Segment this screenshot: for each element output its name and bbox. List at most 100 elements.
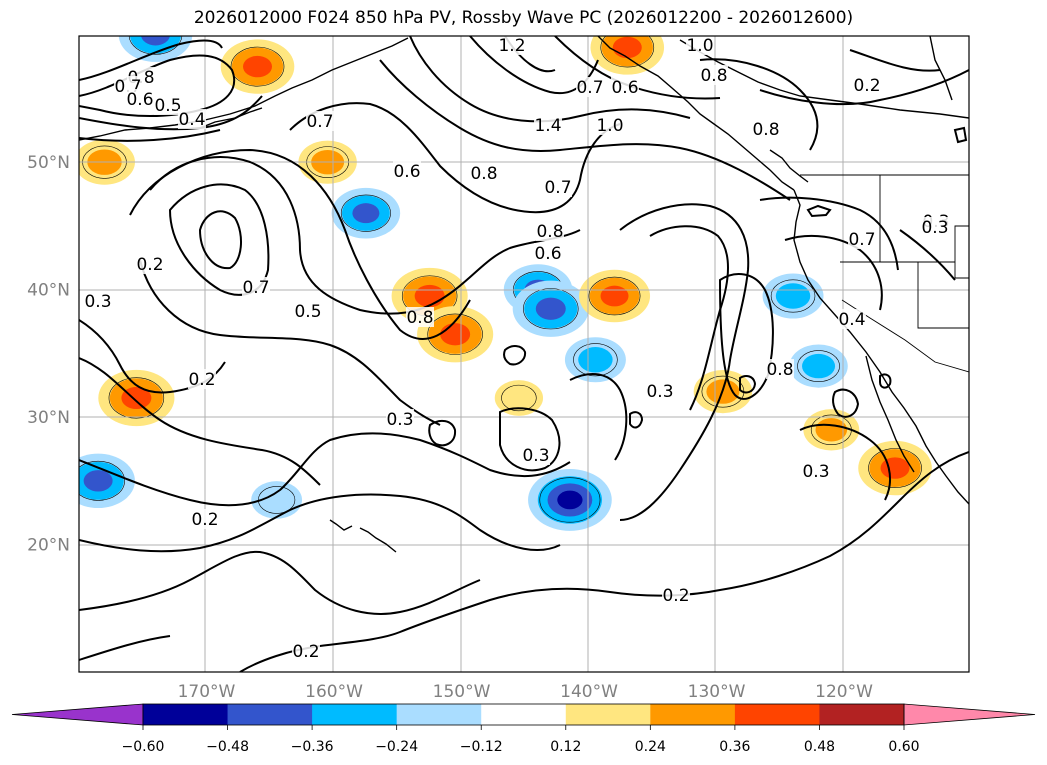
contour-label: 0.3 bbox=[522, 446, 549, 466]
colorbar-bin bbox=[227, 704, 313, 725]
colorbar-tick-label: −0.24 bbox=[375, 739, 418, 755]
colorbar-bin bbox=[481, 704, 567, 725]
contour-label: 0.7 bbox=[544, 178, 571, 198]
colorbar-bin bbox=[143, 704, 229, 725]
anomaly-outline bbox=[427, 313, 483, 355]
contour-label: 0.8 bbox=[470, 164, 497, 184]
anomaly-blob bbox=[512, 280, 589, 337]
anomaly-outline bbox=[797, 350, 840, 382]
contour-label: 0.8 bbox=[700, 66, 727, 86]
contour-label-bg bbox=[522, 445, 550, 465]
colorbar-tick-label: −0.48 bbox=[206, 739, 249, 755]
anomaly-band bbox=[815, 418, 848, 442]
contour-label: 0.8 bbox=[766, 360, 793, 380]
contour-label: 0.6 bbox=[611, 78, 638, 98]
colorbar-tick-label: −0.12 bbox=[460, 739, 503, 755]
colorbar-tick-label: −0.60 bbox=[122, 739, 165, 755]
latitude-ticks: 50°N 40°N 30°N 20°N bbox=[27, 153, 70, 555]
map-title: 2026012000 F024 850 hPa PV, Rossby Wave … bbox=[193, 8, 854, 28]
anomaly-outline bbox=[588, 276, 641, 316]
contour-label-bg bbox=[84, 291, 112, 311]
contour-label: 0.6 bbox=[126, 90, 153, 110]
contour-label: 0.7 bbox=[576, 78, 603, 98]
contour-label: 0.8 bbox=[752, 120, 779, 140]
contour-label-bg bbox=[534, 115, 562, 135]
colorbar-bin bbox=[396, 704, 482, 725]
contour-label-bg bbox=[611, 77, 639, 97]
contour-label-bg bbox=[686, 36, 714, 55]
contour-label-bg bbox=[662, 585, 690, 605]
contour-label-bg bbox=[136, 254, 164, 274]
anomaly-outline bbox=[128, 36, 183, 55]
contour-label: 0.8 bbox=[406, 308, 433, 328]
contour-label: 0.7 bbox=[306, 112, 333, 132]
contour-label-bg bbox=[191, 509, 219, 529]
contour-label-bg bbox=[470, 163, 498, 183]
lat-tick-label: 30°N bbox=[27, 408, 70, 428]
colorbar-tick-label: 0.36 bbox=[719, 739, 750, 755]
anomaly-blob bbox=[578, 269, 651, 323]
anomaly-outline bbox=[523, 288, 579, 330]
anomaly-band bbox=[121, 386, 152, 410]
anomaly-blob bbox=[858, 440, 932, 496]
contour-label: 1.0 bbox=[686, 36, 713, 56]
contour-label-bg bbox=[766, 359, 794, 379]
anomaly-blob bbox=[564, 337, 626, 383]
contour-label: 0.6 bbox=[393, 162, 420, 182]
anomaly-band bbox=[83, 470, 113, 492]
contour-label-bg bbox=[242, 277, 270, 297]
lon-tick-label: 170°W bbox=[178, 682, 236, 702]
contour-label-bg bbox=[752, 119, 780, 139]
colorbar-bin bbox=[312, 704, 398, 725]
anomaly-band bbox=[440, 323, 471, 346]
anomaly-outline bbox=[600, 36, 655, 68]
contour-labels: 0.80.70.60.50.40.70.60.81.21.41.00.70.61… bbox=[84, 36, 950, 662]
anomaly-outline bbox=[108, 377, 165, 419]
contour-label: 0.8 bbox=[536, 222, 563, 242]
lat-tick-label: 50°N bbox=[27, 153, 70, 173]
anomaly-band bbox=[775, 283, 811, 309]
contour-label: 0.2 bbox=[853, 76, 880, 96]
grid-lines bbox=[79, 36, 969, 672]
contour-label: 0.2 bbox=[292, 642, 319, 662]
contour-label: 0.3 bbox=[802, 462, 829, 482]
colorbar-bin bbox=[734, 704, 820, 725]
lat-tick-label: 20°N bbox=[27, 536, 70, 556]
anomaly-outline bbox=[230, 46, 285, 87]
contour-label: 0.5 bbox=[294, 302, 321, 322]
anomaly-band bbox=[612, 36, 642, 59]
lat-tick-label: 40°N bbox=[27, 281, 70, 301]
anomaly-blob bbox=[118, 36, 193, 62]
anomaly-outline bbox=[770, 279, 816, 313]
longitude-ticks: 170°W 160°W 150°W 140°W 130°W 120°W bbox=[178, 682, 873, 702]
anomaly-outline bbox=[258, 486, 296, 514]
contour-label: 0.3 bbox=[84, 292, 111, 312]
anomaly-band bbox=[600, 285, 629, 307]
colorbar-tick-label: 0.48 bbox=[804, 739, 835, 755]
contour-label-bg bbox=[544, 177, 572, 197]
contour-label-bg bbox=[802, 461, 830, 481]
contour-label-bg bbox=[838, 309, 866, 329]
contour-label-bg bbox=[126, 89, 154, 109]
contour-label-bg bbox=[188, 369, 216, 389]
anomaly-band bbox=[141, 36, 170, 46]
anomaly-blob bbox=[79, 453, 135, 509]
contour-label: 1.0 bbox=[596, 116, 623, 136]
contour-label: 0.3 bbox=[646, 382, 673, 402]
anomaly-blob bbox=[417, 306, 494, 363]
contour-label-bg bbox=[596, 115, 624, 135]
contour-label-bg bbox=[294, 301, 322, 321]
colorbar-tick-label: 0.24 bbox=[635, 739, 666, 755]
anomaly-band bbox=[414, 284, 445, 308]
contour-label-bg bbox=[386, 409, 414, 429]
anomaly-band bbox=[802, 353, 836, 379]
contour-label-bg bbox=[646, 381, 674, 401]
colorbar-bin bbox=[650, 704, 736, 725]
anomaly-band bbox=[352, 203, 380, 224]
anomaly-outline bbox=[501, 384, 537, 412]
contour-label-bg bbox=[178, 109, 206, 129]
anomaly-blob bbox=[220, 39, 295, 94]
colorbar-tick-label: −0.36 bbox=[291, 739, 334, 755]
anomaly-band bbox=[880, 457, 910, 479]
